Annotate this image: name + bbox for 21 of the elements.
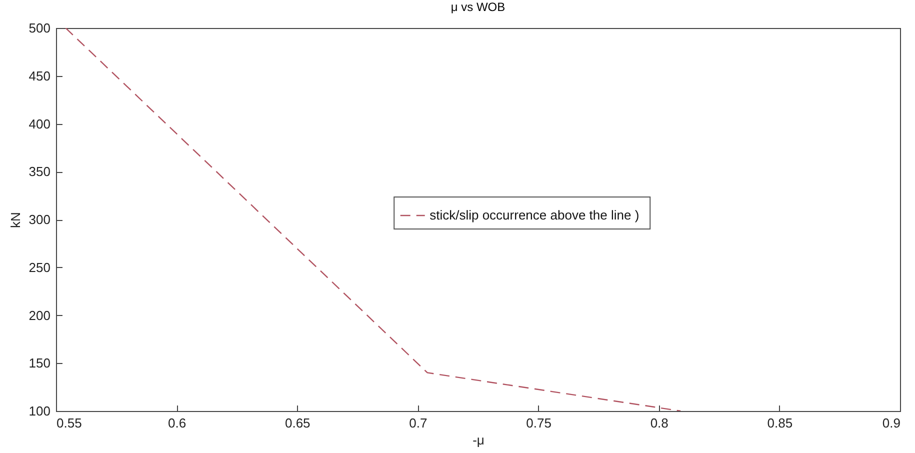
x-tick-label: 0.7 xyxy=(409,416,428,430)
y-tick-label: 100 xyxy=(28,404,50,418)
x-tick-label: 0.75 xyxy=(526,416,552,430)
y-tick-label: 400 xyxy=(28,116,50,132)
x-axis-title: -μ xyxy=(472,432,484,448)
legend-label: stick/slip occurrence above the line ) xyxy=(430,208,640,223)
y-tick-label: 450 xyxy=(28,68,50,84)
y-tick-label: 200 xyxy=(28,308,50,323)
x-tick-label: 0.8 xyxy=(650,416,668,430)
y-tick-label: 300 xyxy=(28,212,50,227)
y-tick-label: 150 xyxy=(28,356,50,371)
x-tick-label: 0.9 xyxy=(882,416,900,430)
chart-title: μ vs WOB xyxy=(450,0,506,14)
y-axis-title: kN xyxy=(8,212,23,228)
x-tick-label: 0.85 xyxy=(767,416,793,430)
y-tick-label: 350 xyxy=(28,164,50,180)
x-tick-label: 0.65 xyxy=(284,416,310,430)
x-tick-label: 0.6 xyxy=(168,416,186,430)
y-tick-label: 500 xyxy=(28,20,50,36)
y-tick-label: 250 xyxy=(28,260,50,275)
x-tick-label: 0.55 xyxy=(56,416,82,430)
